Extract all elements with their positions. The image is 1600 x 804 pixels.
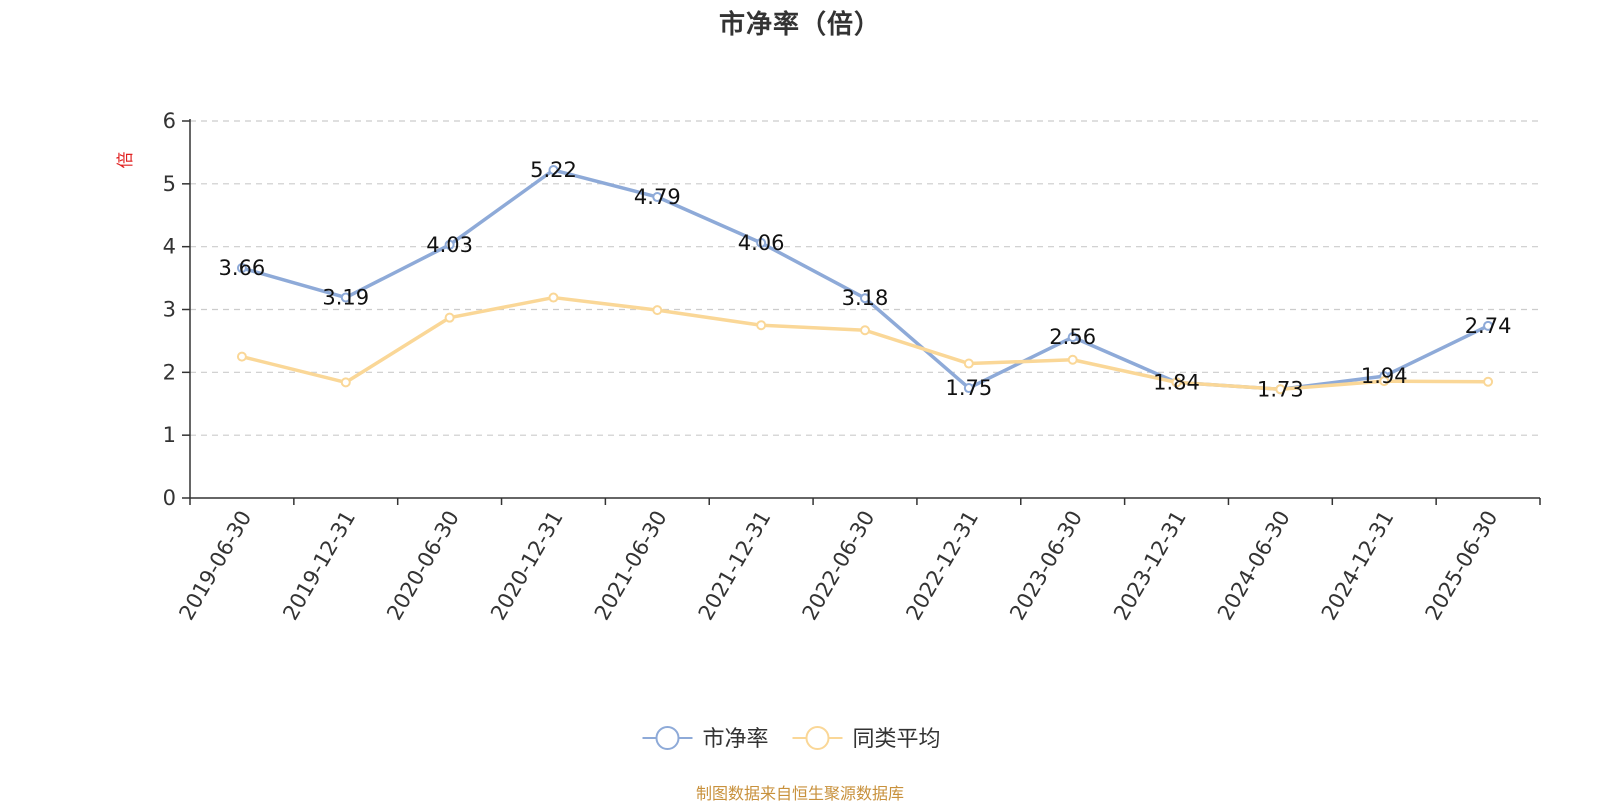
data-point	[1275, 384, 1286, 395]
x-tick-label: 2024-12-31	[1317, 507, 1399, 625]
x-tick-label: 2024-06-30	[1213, 507, 1295, 625]
x-tick-label: 2019-12-31	[278, 507, 360, 625]
data-label: 2.56	[1049, 325, 1096, 349]
x-tick-label: 2025-06-30	[1421, 507, 1503, 625]
chart-title: 市净率（倍）	[718, 10, 881, 40]
y-tick-label: 3	[163, 298, 176, 322]
data-label: 5.22	[530, 158, 577, 182]
data-point	[860, 293, 870, 304]
series-line-2	[241, 295, 1489, 392]
data-point	[1379, 376, 1390, 387]
legend-marker	[805, 726, 830, 750]
y-axis-title: 倍	[116, 152, 136, 169]
y-tick-label: 4	[163, 235, 176, 259]
data-label: 1.94	[1361, 364, 1408, 388]
data-label: 1.75	[945, 376, 992, 400]
x-tick-label: 2022-12-31	[901, 507, 983, 625]
x-tick-label: 2020-06-30	[382, 507, 464, 625]
x-tick-label: 2022-06-30	[798, 507, 880, 625]
legend-item[interactable]: 同类平均	[792, 726, 941, 752]
series-line-1	[241, 168, 1489, 392]
data-label: 4.79	[634, 185, 681, 209]
data-point	[1483, 376, 1494, 387]
data-label: 4.03	[426, 233, 473, 257]
x-tick-label: 2020-12-31	[486, 507, 568, 625]
data-point	[340, 377, 351, 388]
legend-label: 市净率	[703, 727, 769, 752]
y-tick-label: 2	[163, 360, 176, 384]
x-tick-label: 2019-06-30	[174, 507, 256, 625]
y-tick-label: 0	[163, 486, 176, 510]
legend[interactable]: 市净率 同类平均	[642, 726, 941, 752]
data-point	[652, 192, 663, 203]
data-point	[860, 325, 870, 336]
legend-marker	[655, 726, 680, 750]
data-label: 3.19	[322, 286, 369, 310]
data-label: 3.18	[842, 286, 889, 310]
y-tick-label: 1	[163, 423, 176, 447]
y-tick-label: 6	[163, 109, 176, 133]
data-point	[756, 320, 767, 331]
data-point	[1067, 354, 1078, 365]
x-tick-label: 2021-12-31	[694, 507, 776, 625]
grid-lines	[190, 120, 1540, 436]
data-label: 1.84	[1153, 370, 1200, 394]
data-point	[963, 358, 974, 369]
x-tick-label: 2021-06-30	[590, 507, 672, 625]
x-tick-label: 2023-06-30	[1005, 507, 1087, 625]
legend-label: 同类平均	[853, 727, 941, 752]
data-point	[756, 237, 767, 248]
data-labels: 3.66 3.19 4.03 5.22 4.79 4.06 3.18 1.75 2.56 1.84…	[219, 158, 1512, 401]
data-label: 4.06	[738, 231, 785, 255]
data-point	[236, 351, 247, 362]
x-tick-label: 2023-12-31	[1109, 507, 1191, 625]
data-label: 3.66	[219, 256, 266, 280]
y-tick-label: 5	[163, 172, 176, 196]
data-point	[1067, 332, 1078, 343]
data-label: 2.74	[1465, 314, 1512, 338]
data-point	[963, 383, 974, 394]
data-point	[1171, 377, 1182, 388]
series-lines	[236, 165, 1494, 395]
data-point	[1483, 320, 1494, 331]
source-note: 制图数据来自恒生聚源数据库	[695, 784, 904, 803]
legend-item[interactable]: 市净率	[642, 726, 769, 752]
data-point	[652, 305, 663, 316]
data-point	[444, 239, 455, 250]
data-point	[236, 263, 247, 274]
data-label: 1.73	[1257, 377, 1304, 401]
data-point	[444, 312, 455, 323]
data-point	[340, 292, 351, 303]
data-point	[548, 165, 559, 176]
data-point	[548, 292, 559, 303]
